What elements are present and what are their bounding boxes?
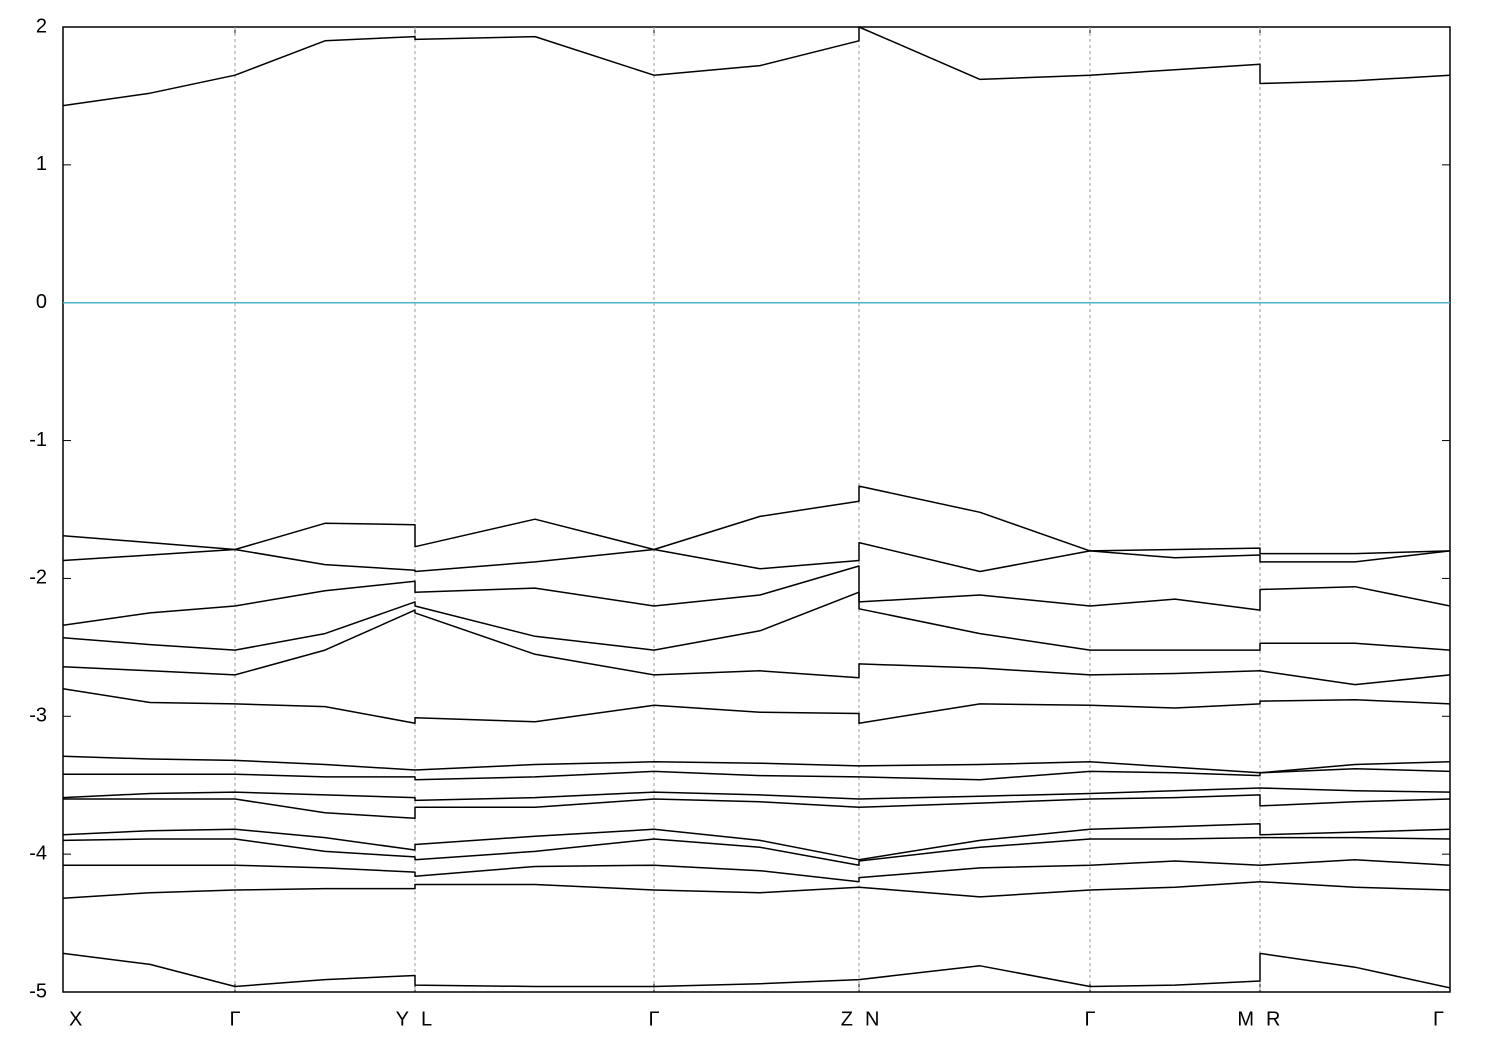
plot-frame [62,26,1451,993]
band-line [62,823,1451,861]
y-tick-label: -3 [29,705,47,727]
k-point-label: N [865,1008,879,1030]
band-line [62,541,1451,573]
band-line [62,485,1451,555]
y-tick-label: -4 [29,842,47,864]
k-point-label: M [1237,1008,1254,1030]
band-line [63,767,1451,781]
band-line [62,687,1451,724]
band-line [62,609,1451,686]
k-point-label: Γ [1433,1008,1444,1030]
k-point-label: R [1266,1008,1280,1030]
band-line [62,26,1451,107]
y-tick-label: -5 [29,980,47,1002]
band-line [63,794,1451,820]
y-tick-label: 0 [36,291,47,313]
band-line [62,952,1451,989]
y-tick-label: -2 [29,567,47,589]
band-line [63,858,1451,883]
band-line [62,787,1451,802]
band-line [62,755,1451,774]
k-point-label: Γ [229,1008,240,1030]
k-point-label: X [69,1008,82,1030]
y-tick-label: 1 [36,153,47,175]
k-point-label: Y [396,1008,409,1030]
k-point-label: Γ [1084,1008,1095,1030]
band-line [62,591,1451,651]
k-point-label: Z [841,1008,853,1030]
band-line [62,565,1451,627]
y-tick-label: 2 [36,15,47,37]
y-tick-label: -1 [29,429,47,451]
band-line [62,880,1451,900]
k-point-label: L [421,1008,432,1030]
k-point-label: Γ [648,1008,659,1030]
band-line [62,836,1451,866]
